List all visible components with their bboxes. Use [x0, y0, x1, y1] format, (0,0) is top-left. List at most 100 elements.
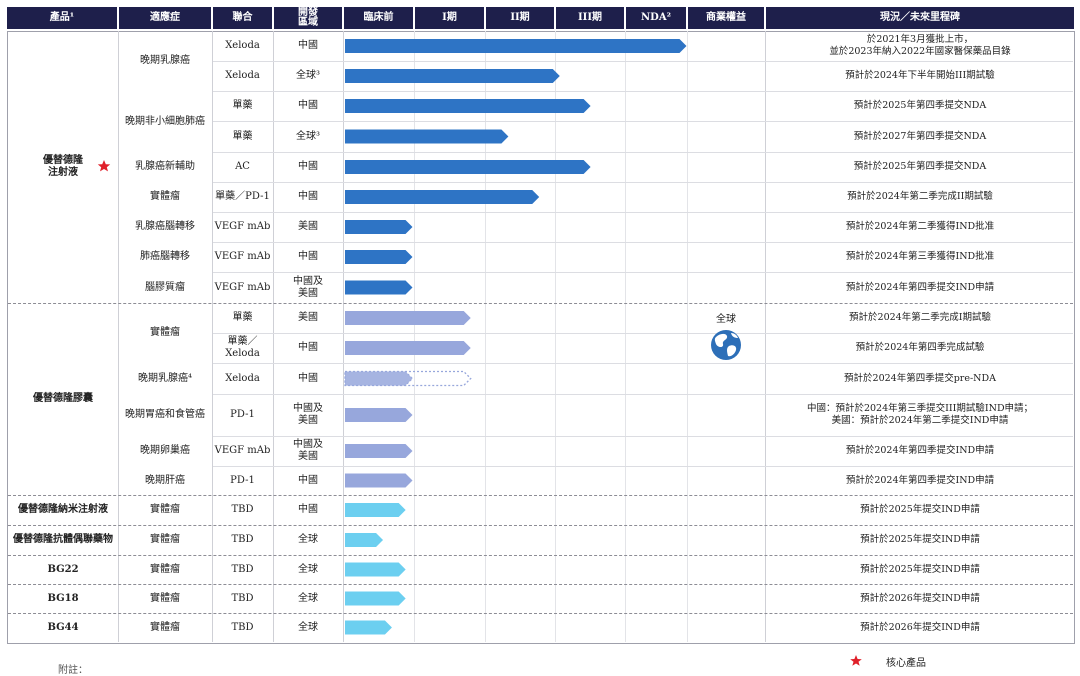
- row-separator: [213, 466, 1073, 467]
- combination-cell: VEGF mAb: [214, 445, 271, 456]
- product-bg22-cell: BG22: [8, 555, 118, 584]
- progress-bar: [345, 620, 392, 635]
- product-separator: [8, 495, 1073, 496]
- header-phase1: I期: [415, 7, 484, 29]
- region-cell: 中國: [298, 342, 318, 353]
- header-region: 開發 區域: [274, 7, 342, 29]
- region-cell: 全球³: [295, 130, 320, 142]
- combination-cell: VEGF mAb: [214, 281, 271, 293]
- planned-progress-bar: [344, 370, 472, 387]
- region-cell: 中國及 美國: [293, 275, 323, 299]
- status-milestone-cell: 預計於2024年第二季完成I期試驗: [849, 312, 991, 323]
- region-cell: 中國及 美國: [293, 439, 323, 462]
- status-milestone-cell: 於2021年3月獲批上市， 並於2023年納入2022年國家醫保藥品目錄: [829, 34, 1011, 57]
- product-adc-cell: 優替德隆抗體偶聯藥物: [8, 525, 118, 555]
- progress-bar: [345, 503, 406, 517]
- indication-cell: 晚期胃癌和食管癌: [125, 409, 205, 420]
- indication-cell: 實體瘤: [150, 534, 180, 545]
- grid-vline: [414, 31, 415, 642]
- status-milestone-cell: 預計於2024年下半年開始III期試驗: [845, 70, 995, 81]
- progress-bar: [345, 160, 591, 174]
- row-separator: [213, 242, 1073, 243]
- progress-bar: [345, 444, 413, 458]
- combination-cell: Xeloda: [225, 372, 260, 384]
- grid-vline: [273, 31, 274, 642]
- progress-bar: [345, 99, 591, 113]
- combination-cell: 單藥／ Xeloda: [225, 336, 260, 359]
- product-utidelone-adc: 優替德隆抗體偶聯藥物: [13, 534, 113, 545]
- product-utidelone-injection: 優替德隆 注射液: [43, 155, 83, 178]
- status-milestone-cell: 預計於2024年第四季提交IND申請: [845, 474, 995, 486]
- row-separator: [213, 152, 1073, 153]
- product-bg44-cell: BG44: [8, 613, 118, 642]
- status-milestone-cell: 預計於2024年第四季提交IND申請: [845, 281, 995, 293]
- status-milestone-cell: 預計於2024年第四季提交IND申請: [845, 445, 995, 456]
- indication-cell: 實體瘤: [150, 592, 180, 604]
- region-cell: 美國: [298, 221, 318, 232]
- region-cell: 中國: [298, 372, 318, 384]
- status-milestone-cell: 預計於2024年第四季提交pre-NDA: [844, 372, 996, 384]
- row-separator: [213, 272, 1073, 273]
- status-milestone-cell: 預計於2025年提交IND申請: [860, 534, 980, 545]
- indication-cell: 乳腺癌腦轉移: [135, 221, 195, 232]
- status-milestone-cell: 預計於2025年第四季提交NDA: [853, 100, 987, 111]
- product-bg18-cell: BG18: [8, 584, 118, 613]
- region-cell: 全球: [298, 534, 318, 545]
- row-separator: [213, 182, 1073, 183]
- progress-bar: [345, 69, 560, 83]
- combination-cell: 單藥: [232, 312, 253, 323]
- grid-vline: [212, 31, 213, 642]
- progress-bar: [344, 371, 414, 386]
- combination-cell: TBD: [231, 592, 254, 604]
- indication-cell: 肺癌腦轉移: [140, 251, 190, 262]
- indication-cell: 實體瘤: [150, 563, 180, 575]
- progress-bar: [345, 220, 413, 234]
- progress-bar: [345, 250, 413, 264]
- progress-bar: [345, 280, 413, 295]
- grid-vline: [625, 31, 626, 642]
- region-cell: 全球: [298, 592, 318, 604]
- combination-cell: Xeloda: [225, 70, 260, 81]
- combination-cell: AC: [235, 161, 250, 172]
- header-product: 產品¹: [7, 7, 117, 29]
- combination-cell: VEGF mAb: [214, 221, 271, 232]
- row-separator: [213, 212, 1073, 213]
- progress-bar: [345, 533, 384, 547]
- progress-bar: [345, 591, 406, 606]
- header-phase2: II期: [486, 7, 554, 29]
- product-utidelone-capsule: 優替德隆膠囊: [33, 393, 93, 404]
- product-separator: [8, 613, 1073, 614]
- status-milestone-cell: 預計於2025年提交IND申請: [860, 504, 980, 515]
- status-milestone-cell: 中國：預計於2024年第三季提交III期試驗IND申請； 美國：預計於2024年…: [806, 403, 1034, 426]
- combination-cell: PD-1: [230, 409, 255, 420]
- indication-group-breast: 晚期乳腺癌: [140, 55, 190, 66]
- progress-bar: [345, 190, 540, 204]
- header-phase3: III期: [556, 7, 624, 29]
- header-preclinical: 臨床前: [344, 7, 413, 29]
- region-cell: 中國: [298, 40, 318, 51]
- row-separator: [213, 363, 1073, 364]
- table-frame: [7, 31, 1075, 644]
- indication-cell: 晚期肝癌: [145, 474, 185, 486]
- grid-vline: [687, 31, 688, 642]
- row-separator: [213, 91, 1073, 92]
- indication-cell: 晚期卵巢癌: [140, 445, 190, 456]
- combination-cell: TBD: [231, 621, 254, 633]
- status-milestone-cell: 預計於2024年第二季完成II期試驗: [847, 191, 993, 202]
- header-combination: 聯合: [213, 7, 272, 29]
- product-separator: [8, 584, 1073, 585]
- grid-vline: [765, 31, 766, 642]
- legend-core-product-label: 核心產品: [886, 658, 926, 669]
- grid-vline: [343, 31, 344, 642]
- indication-cell: 實體瘤: [150, 504, 180, 515]
- indication-cell: 晚期乳腺癌⁴: [137, 372, 192, 384]
- progress-bar: [345, 473, 413, 488]
- region-cell: 中國: [298, 191, 318, 202]
- indication-cell: 實體瘤: [150, 621, 180, 633]
- row-separator: [213, 436, 1073, 437]
- region-cell: 全球: [298, 563, 318, 575]
- status-milestone-cell: 預計於2027年第四季提交NDA: [853, 130, 987, 142]
- product-bg18: BG18: [47, 592, 79, 604]
- region-cell: 美國: [298, 312, 318, 323]
